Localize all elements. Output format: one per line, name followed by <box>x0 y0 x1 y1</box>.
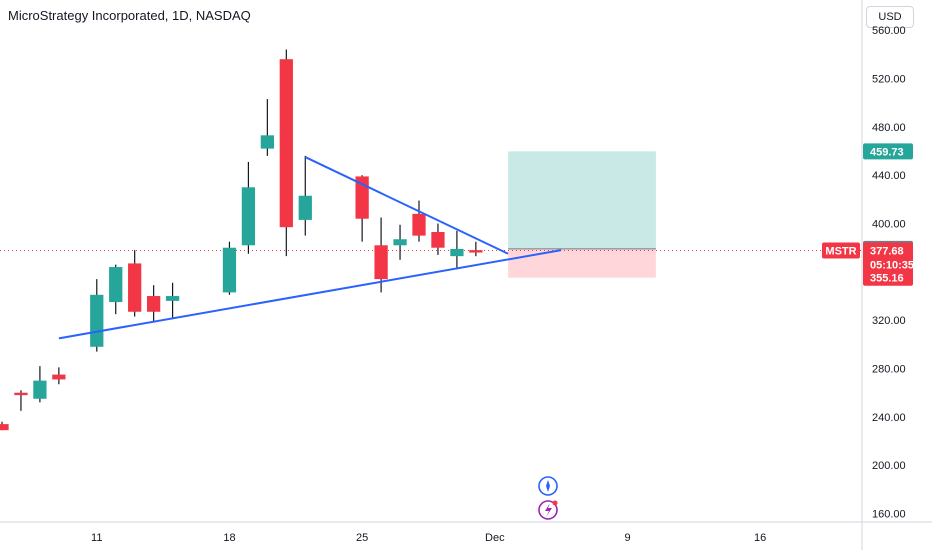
candle-body <box>222 247 237 293</box>
lightning-icon-glyph <box>545 503 552 517</box>
candle-body <box>374 245 388 280</box>
target-price-tag-text: 459.73 <box>870 146 904 158</box>
y-tick-label: 480.00 <box>872 122 906 134</box>
candle-body <box>241 187 256 246</box>
current-price-tag-text: 377.68 <box>870 246 904 258</box>
x-tick-label: Dec <box>485 532 505 544</box>
x-tick-label: 18 <box>223 532 235 544</box>
y-tick-label: 240.00 <box>872 412 906 424</box>
plus-icon[interactable] <box>538 476 558 496</box>
candle-body <box>412 213 426 236</box>
candle-body <box>469 250 483 253</box>
x-tick-label: 9 <box>624 532 630 544</box>
x-tick-label: 11 <box>91 532 102 544</box>
x-tick-label: 25 <box>356 532 368 544</box>
chart-title: MicroStrategy Incorporated, 1D, NASDAQ <box>8 8 251 23</box>
price-axis[interactable]: 560.00520.00480.00440.00400.00360.00320.… <box>822 0 914 550</box>
candle-down[interactable] <box>0 421 9 431</box>
candle-down[interactable] <box>279 49 293 257</box>
y-tick-label: 560.00 <box>872 25 906 37</box>
candle-body <box>165 296 180 301</box>
indicators <box>538 476 558 520</box>
plot-area[interactable] <box>0 49 862 431</box>
upper-trendline[interactable] <box>304 156 509 255</box>
candle-body <box>279 59 293 228</box>
symbol-tag <box>822 242 860 259</box>
candle-body <box>90 294 104 347</box>
candle-body <box>431 232 445 248</box>
stop-price-tag <box>863 269 913 286</box>
candle-up[interactable] <box>393 224 407 260</box>
candle-body <box>128 263 142 312</box>
lightning-icon[interactable] <box>538 500 558 520</box>
target-zone[interactable] <box>508 151 656 249</box>
currency-button[interactable]: USD <box>866 6 914 28</box>
x-tick-label: 16 <box>754 532 766 544</box>
current-price-tag <box>863 242 913 273</box>
candle-up[interactable] <box>109 264 123 315</box>
candle-up[interactable] <box>241 161 256 254</box>
candle-up[interactable] <box>222 241 237 295</box>
time-axis[interactable]: 11 18 25 Dec 9 16 <box>0 521 932 544</box>
candle-down[interactable] <box>431 223 445 255</box>
candle-body <box>14 392 28 396</box>
candle-up[interactable] <box>165 282 180 318</box>
candle-up[interactable] <box>260 99 274 156</box>
candle-up[interactable] <box>298 155 312 236</box>
candle-body <box>450 248 464 257</box>
candle-body <box>393 239 407 246</box>
current-price-tag-countdown: 05:10:35 <box>870 260 914 272</box>
plus-icon-glyph <box>546 480 550 492</box>
candle-up[interactable] <box>90 279 104 352</box>
candle-body <box>33 380 47 399</box>
lower-trendline[interactable] <box>58 249 562 340</box>
candle-down[interactable] <box>147 285 161 323</box>
symbol-tag-text: MSTR <box>825 246 856 258</box>
stop-price-tag-text: 355.16 <box>870 273 904 285</box>
y-tick-label: 200.00 <box>872 460 906 472</box>
candle-body <box>260 135 274 149</box>
stop-zone[interactable] <box>508 248 656 278</box>
candle-body <box>355 176 369 219</box>
y-tick-label: 160.00 <box>872 509 906 521</box>
candle-body <box>0 424 9 431</box>
target-price-tag <box>863 143 913 160</box>
candle-body <box>52 374 66 380</box>
y-tick-label: 320.00 <box>872 315 906 327</box>
y-tick-label: 400.00 <box>872 219 906 231</box>
y-tick-label: 280.00 <box>872 364 906 376</box>
candle-down[interactable] <box>14 390 28 411</box>
candle-down[interactable] <box>355 175 369 242</box>
candle-down[interactable] <box>412 200 426 242</box>
candle-down[interactable] <box>469 241 483 257</box>
y-tick-label: 440.00 <box>872 170 906 182</box>
candle-up[interactable] <box>450 230 464 270</box>
candle-down[interactable] <box>52 367 66 385</box>
y-tick-label: 520.00 <box>872 74 906 86</box>
candle-down[interactable] <box>374 217 388 293</box>
candle-up[interactable] <box>33 366 47 403</box>
candle-body <box>109 267 123 303</box>
candle-body <box>147 296 161 312</box>
candle-body <box>298 195 312 220</box>
notification-dot <box>552 500 558 506</box>
candle-down[interactable] <box>128 250 142 317</box>
